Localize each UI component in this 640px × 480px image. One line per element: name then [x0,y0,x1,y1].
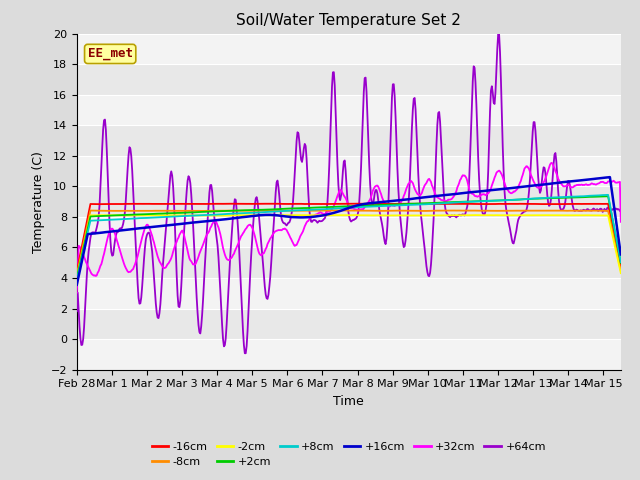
Legend: -16cm, -8cm, -2cm, +2cm, +8cm, +16cm, +32cm, +64cm: -16cm, -8cm, -2cm, +2cm, +8cm, +16cm, +3… [147,437,550,471]
Y-axis label: Temperature (C): Temperature (C) [32,151,45,252]
Bar [77,278,621,309]
Bar [77,339,621,370]
Bar [77,34,621,64]
Bar [77,95,621,125]
Bar [77,156,621,186]
Title: Soil/Water Temperature Set 2: Soil/Water Temperature Set 2 [236,13,461,28]
X-axis label: Time: Time [333,395,364,408]
Text: EE_met: EE_met [88,48,132,60]
Bar [77,217,621,247]
